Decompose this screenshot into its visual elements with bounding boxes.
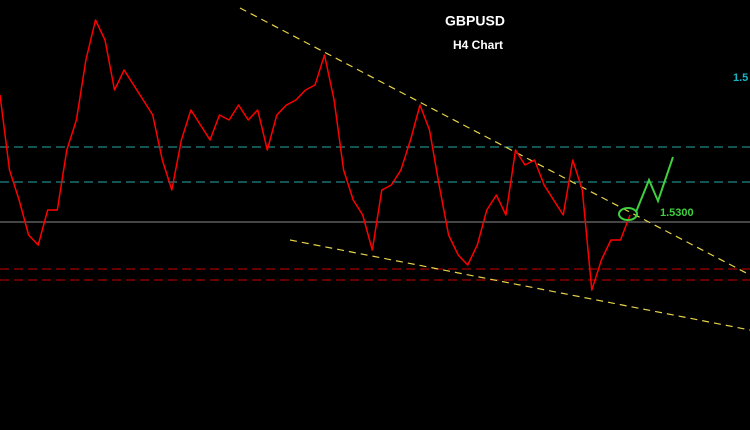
projection-arrow <box>635 156 674 213</box>
chart-title: GBPUSD <box>445 13 505 29</box>
chart-subtitle: H4 Chart <box>453 38 503 52</box>
price-line <box>0 19 631 291</box>
highlight-circle <box>618 207 638 221</box>
annotation: 1.5 <box>733 72 748 84</box>
trendline-lower <box>289 239 750 331</box>
level-label: 1.5300 <box>660 207 694 219</box>
